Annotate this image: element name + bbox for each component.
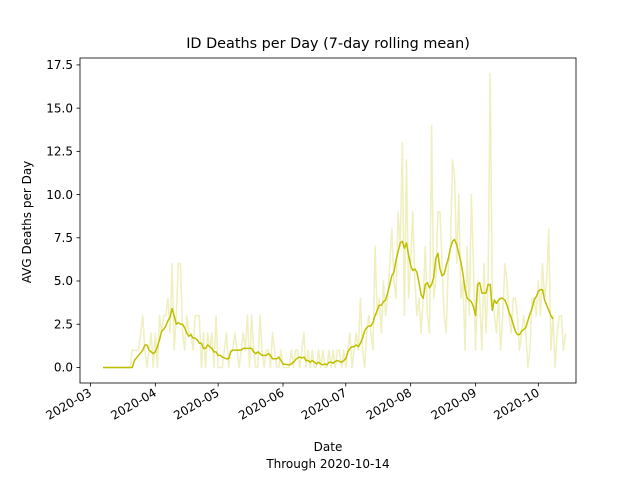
y-tick-label: 12.5 (46, 145, 73, 159)
x-tick-label: 2020-03 (44, 385, 94, 422)
x-tick-label: 2020-10 (491, 385, 541, 422)
y-tick-label: 0.0 (54, 361, 73, 375)
x-axis-sublabel: Through 2020-10-14 (265, 457, 389, 471)
y-tick-label: 15.0 (46, 101, 73, 115)
y-axis: 0.0 2.5 5.0 7.5 10.0 12.5 15.0 17.5 (46, 58, 80, 375)
chart-title: ID Deaths per Day (7-day rolling mean) (186, 36, 470, 52)
x-tick-label: 2020-05 (171, 385, 221, 422)
y-tick-label: 17.5 (46, 58, 73, 72)
y-axis-label: AVG Deaths per Day (20, 161, 34, 284)
x-tick-label: 2020-07 (299, 385, 349, 422)
x-tick-label: 2020-04 (108, 385, 158, 422)
x-axis-label: Date (314, 440, 343, 454)
axes-frame (79, 57, 577, 384)
y-tick-label: 7.5 (54, 231, 73, 245)
y-tick-label: 2.5 (54, 317, 73, 331)
x-tick-label: 2020-08 (364, 385, 414, 422)
x-tick-label: 2020-06 (236, 385, 286, 422)
y-tick-label: 10.0 (46, 188, 73, 202)
series-line-rolling-mean (103, 238, 554, 369)
series-line-daily (103, 72, 567, 369)
plot-area (103, 72, 567, 369)
x-tick-label: 2020-09 (429, 385, 479, 422)
x-axis: 2020-03 2020-04 2020-05 2020-06 2020-07 2020-… (44, 383, 542, 423)
y-tick-label: 5.0 (54, 274, 73, 288)
